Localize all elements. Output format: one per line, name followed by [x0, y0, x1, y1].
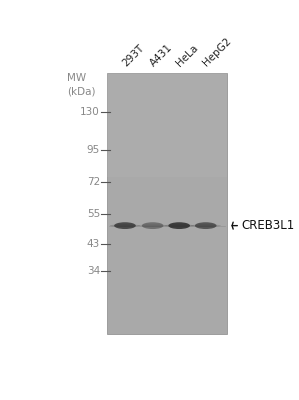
Text: A431: A431 [148, 42, 174, 68]
Text: CREB3L1: CREB3L1 [241, 219, 295, 232]
Text: 72: 72 [87, 178, 100, 188]
Ellipse shape [138, 224, 168, 227]
Text: 293T: 293T [120, 42, 146, 68]
Ellipse shape [142, 222, 164, 229]
Bar [107, 73, 227, 177]
Ellipse shape [114, 222, 136, 229]
FancyBboxPatch shape [107, 73, 228, 334]
Text: HeLa: HeLa [174, 42, 200, 68]
Text: 34: 34 [87, 266, 100, 276]
Text: 43: 43 [87, 238, 100, 248]
Text: 95: 95 [87, 145, 100, 155]
Text: HepG2: HepG2 [201, 36, 233, 68]
Text: 55: 55 [87, 209, 100, 219]
Text: 130: 130 [80, 108, 100, 118]
Ellipse shape [195, 222, 216, 229]
Ellipse shape [190, 224, 221, 227]
Ellipse shape [168, 222, 190, 229]
Ellipse shape [110, 224, 140, 227]
Text: MW: MW [68, 73, 87, 83]
Ellipse shape [164, 224, 194, 227]
Text: (kDa): (kDa) [68, 86, 96, 96]
